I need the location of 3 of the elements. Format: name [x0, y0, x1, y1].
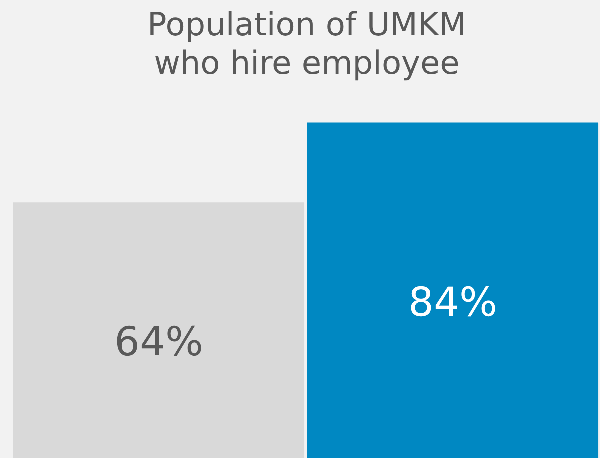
data-label: 84%	[408, 280, 498, 326]
data-label: 64%	[114, 320, 204, 366]
chart-title: Population of UMKM who hire employee	[148, 6, 466, 82]
